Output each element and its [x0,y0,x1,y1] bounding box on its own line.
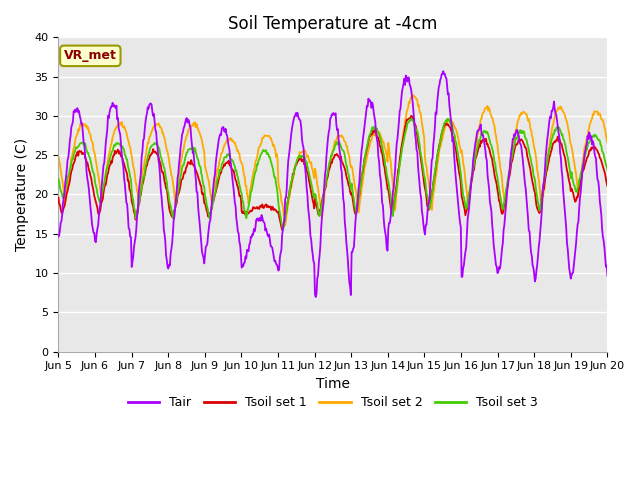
Legend: Tair, Tsoil set 1, Tsoil set 2, Tsoil set 3: Tair, Tsoil set 1, Tsoil set 2, Tsoil se… [123,391,543,414]
Text: VR_met: VR_met [64,49,116,62]
Title: Soil Temperature at -4cm: Soil Temperature at -4cm [228,15,438,33]
Y-axis label: Temperature (C): Temperature (C) [15,138,29,251]
X-axis label: Time: Time [316,377,350,391]
